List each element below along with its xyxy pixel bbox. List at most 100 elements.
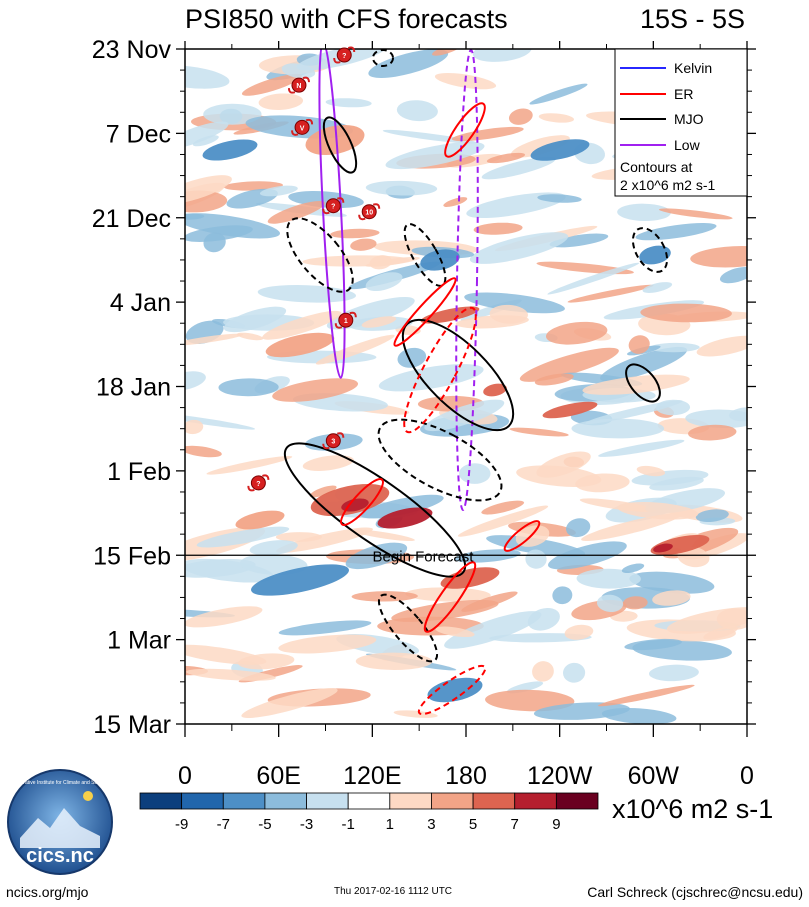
storm-icon — [338, 312, 354, 328]
colorbar: -9 -7 -5 -3 -1 1 3 5 7 9 — [139, 792, 599, 833]
storm-arm-icon — [291, 130, 299, 136]
storm-label: ? — [331, 204, 335, 211]
anomaly-patch — [486, 152, 526, 164]
legend-er-label: ER — [674, 86, 693, 102]
storm-markers: ? N V? 10 1 3? — [247, 46, 381, 492]
storm-arm-icon — [247, 485, 255, 492]
y-tick-label: 18 Jan — [96, 374, 171, 402]
anomaly-core — [530, 139, 590, 161]
anomaly-patch — [508, 108, 533, 125]
anomaly-patch — [203, 103, 262, 125]
anomaly-patch — [405, 587, 491, 602]
anomaly-patch — [600, 346, 688, 382]
anomaly-patch — [424, 399, 505, 432]
storm-arm-icon — [336, 197, 345, 203]
anomaly-patch — [623, 596, 648, 610]
anomaly-patch — [238, 653, 295, 670]
cics-logo: cics.nc Cooperative Institute for Climat… — [7, 769, 113, 875]
anomaly-patch — [259, 185, 298, 197]
anomaly-patch — [649, 342, 700, 353]
y-tick-label: 1 Feb — [107, 458, 171, 486]
y-tick-label: 21 Dec — [92, 205, 171, 233]
forecast-label: Begin Forecast — [373, 548, 475, 565]
storm-arm-icon — [322, 443, 330, 450]
anomaly-patch — [378, 364, 484, 392]
y-tick-label: 15 Feb — [93, 542, 171, 570]
mjo-contour-neg — [286, 217, 354, 293]
x-tick-label: 0 — [178, 762, 192, 790]
colorbar-level-label: 7 — [511, 816, 519, 833]
y-axis: 23 Nov 7 Dec 21 Dec 4 Jan 18 Jan 1 Feb 15 Feb 1… — [92, 36, 756, 739]
anomaly-patch — [563, 662, 586, 683]
anomaly-patch — [510, 135, 570, 158]
anomaly-patch — [527, 607, 560, 631]
anomaly-patch — [485, 689, 575, 712]
anomaly-patch — [545, 321, 608, 345]
storm-arm-icon — [302, 76, 310, 83]
storm-arm-icon — [334, 323, 343, 329]
legend-note-line1: Contours at — [620, 159, 692, 175]
storm-arm-icon — [336, 432, 345, 438]
anomaly-core — [483, 383, 507, 397]
anomaly-patch — [278, 634, 377, 654]
anomaly-patch — [649, 476, 704, 491]
colorbar-level-label: -5 — [258, 816, 271, 833]
anomaly-patch — [278, 620, 372, 636]
storm-arm-icon — [358, 214, 366, 221]
anomaly-patch — [576, 568, 641, 589]
mjo-contour-neg — [372, 49, 394, 67]
anomaly-patch — [461, 591, 518, 612]
anomaly-patch — [206, 455, 293, 475]
anomaly-patch — [621, 563, 645, 573]
colorbar-swatch — [181, 792, 224, 810]
anomaly-patch — [489, 304, 528, 324]
anomaly-core — [202, 139, 258, 161]
storm-label: N — [296, 83, 301, 90]
x-tick-label: 60E — [256, 762, 300, 790]
anomaly-patch — [218, 378, 279, 397]
anomaly-patch — [185, 412, 256, 430]
colorbar-level-label: 9 — [552, 816, 560, 833]
mjo-contour-neg — [377, 593, 439, 663]
anomaly-patch — [529, 83, 588, 105]
anomaly-patch — [276, 527, 373, 553]
anomaly-patch — [481, 156, 556, 180]
legend-low-label: Low — [674, 137, 701, 153]
colorbar-swatch — [555, 792, 599, 810]
colorbar-swatch — [347, 792, 391, 810]
colorbar-swatch — [472, 792, 516, 810]
storm-label: 3 — [331, 439, 335, 446]
anomaly-core — [440, 567, 500, 589]
legend-kelvin-label: Kelvin — [674, 60, 712, 76]
storm-label: 10 — [365, 210, 373, 217]
anomaly-patch — [617, 501, 699, 520]
colorbar-level-label: -9 — [175, 816, 188, 833]
anomaly-patch — [486, 535, 586, 557]
anomaly-patch — [598, 439, 685, 457]
anomaly-patch — [185, 333, 244, 346]
anomaly-patch — [241, 688, 338, 718]
colorbar-units: x10^6 m2 s-1 — [612, 794, 773, 824]
legend-mjo-label: MJO — [674, 111, 704, 127]
storm-icon — [291, 77, 307, 93]
anomaly-patch — [547, 262, 640, 295]
colorbar-level-label: -7 — [217, 816, 230, 833]
anomaly-patch — [345, 542, 408, 570]
anomaly-patch — [459, 463, 491, 484]
storm-icon — [325, 433, 341, 449]
colorbar-swatch — [389, 792, 432, 810]
anomaly-patch — [192, 135, 219, 147]
anomaly-patch — [567, 284, 654, 303]
y-tick-label: 15 Mar — [93, 711, 171, 739]
anomaly-patch — [566, 518, 591, 538]
footer-url[interactable]: ncics.org/mjo — [6, 884, 89, 900]
anomaly-patch — [361, 316, 397, 328]
anomaly-patch — [203, 232, 226, 253]
chart-title: PSI850 with CFS forecasts — [185, 4, 508, 34]
colorbar-swatch — [139, 792, 183, 810]
anomaly-patch — [302, 255, 411, 267]
x-tick-label: 0 — [740, 762, 754, 790]
anomaly-patch — [241, 73, 303, 96]
anomaly-patch — [596, 594, 624, 612]
storm-label: 1 — [344, 318, 348, 325]
